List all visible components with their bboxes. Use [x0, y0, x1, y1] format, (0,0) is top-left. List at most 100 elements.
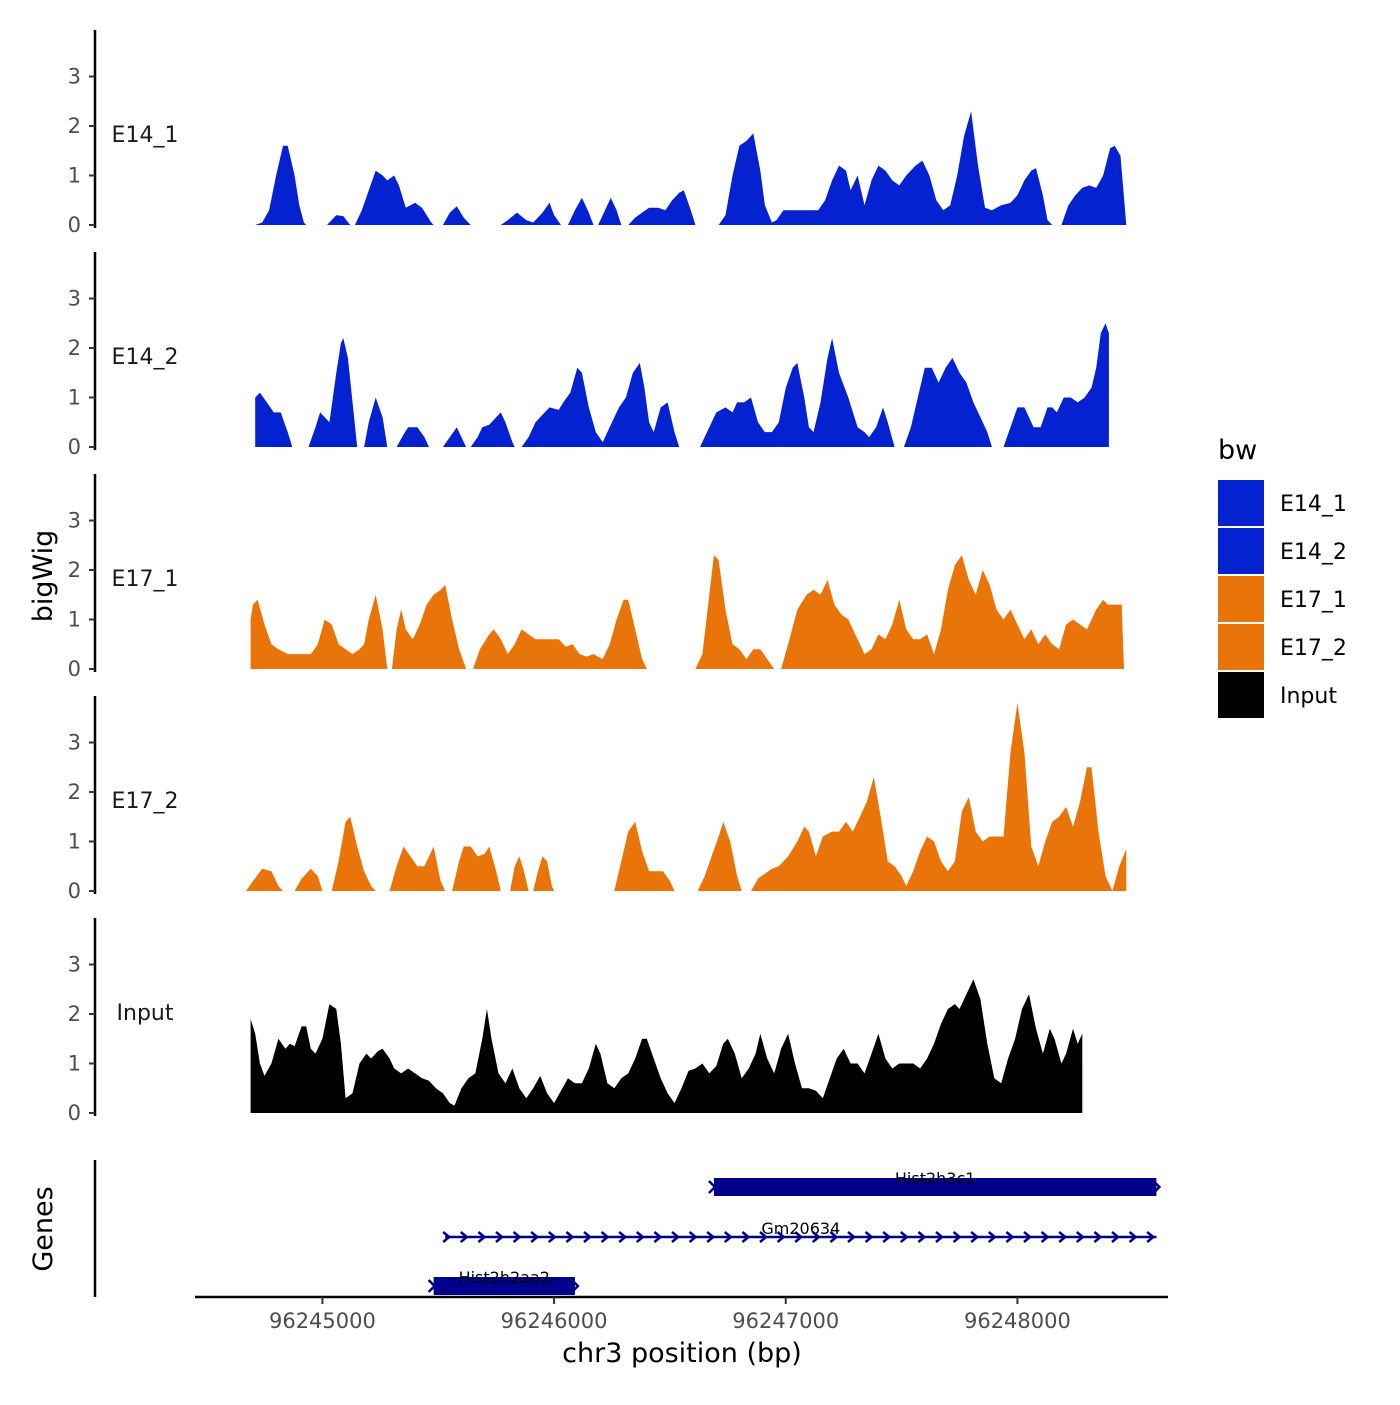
strand-arrow: [1111, 1231, 1120, 1243]
x-tick-label: 96246000: [501, 1309, 608, 1333]
legend-label: Input: [1280, 684, 1337, 709]
y-tick-label: 3: [68, 65, 81, 89]
strand-arrow: [811, 1231, 821, 1243]
y-tick-label: 2: [68, 1002, 81, 1026]
gene-gm20634: Gm20634: [442, 1219, 1157, 1243]
gene-body: [433, 1277, 575, 1295]
y-tick-label: 0: [68, 435, 81, 459]
strand-arrow: [635, 1231, 645, 1243]
coverage-area-e14-2: [255, 323, 1109, 447]
y-tick-label: 2: [68, 780, 81, 804]
legend-swatch: [1218, 672, 1264, 718]
legend-label: E17_2: [1280, 636, 1347, 661]
track-label: E14_1: [112, 123, 179, 148]
strand-arrow: [600, 1231, 610, 1243]
y-tick-label: 1: [68, 608, 81, 632]
strand-arrow: [1152, 1180, 1162, 1194]
legend-swatch: [1218, 624, 1264, 670]
y-tick-label: 0: [68, 879, 81, 903]
legend-label: E14_2: [1280, 540, 1347, 565]
gene-label: Gm20634: [761, 1219, 840, 1238]
strand-arrow: [459, 1231, 469, 1243]
genes-axis-title: Genes: [28, 1186, 59, 1271]
strand-arrow: [794, 1231, 804, 1243]
y-tick-label: 1: [68, 830, 81, 854]
strand-arrow: [1075, 1231, 1085, 1243]
strand-arrow: [571, 1279, 580, 1293]
strand-arrow: [952, 1231, 962, 1243]
strand-arrow: [723, 1231, 733, 1243]
track-label: Input: [117, 1001, 174, 1026]
strand-arrow: [477, 1231, 487, 1243]
strand-arrow: [1093, 1231, 1103, 1243]
gene-label: Hist2h3c1: [895, 1169, 976, 1188]
track-label: E14_2: [112, 345, 179, 370]
genes-panel: Hist2h3c1 Gm20634 Hist2h2aa2: [93, 1160, 1162, 1297]
strand-arrow: [653, 1231, 663, 1243]
x-axis-title: chr3 position (bp): [562, 1338, 802, 1369]
x-axis: 96245000 96246000 96247000 96248000: [195, 1295, 1168, 1333]
strand-arrow: [1040, 1231, 1050, 1243]
strand-arrow: [935, 1231, 944, 1243]
coverage-area-e17-1: [250, 555, 1125, 669]
strand-arrow: [899, 1231, 909, 1243]
x-tick-label: 96248000: [964, 1309, 1071, 1333]
strand-arrow: [688, 1231, 698, 1243]
strand-arrow: [671, 1231, 680, 1243]
y-axis-title: bigWig: [28, 530, 59, 623]
y-tick-label: 0: [68, 657, 81, 681]
y-tick-label: 3: [68, 953, 81, 977]
strand-arrow: [495, 1231, 504, 1243]
strand-arrow: [1128, 1231, 1138, 1243]
gene-hist2h3c1: Hist2h3c1: [708, 1169, 1162, 1196]
legend-swatch: [1218, 480, 1264, 526]
y-tick-label: 1: [68, 1052, 81, 1076]
y-tick-label: 3: [68, 731, 81, 755]
x-tick-label: 96245000: [269, 1309, 376, 1333]
coverage-area-input: [250, 979, 1083, 1113]
coverage-area-e17-2: [246, 702, 1127, 891]
strand-arrow: [708, 1180, 717, 1194]
strand-arrow: [530, 1231, 540, 1243]
strand-arrow: [864, 1231, 874, 1243]
strand-arrow: [1023, 1231, 1032, 1243]
coverage-area-e14-1: [255, 111, 1127, 225]
strand-arrow: [741, 1231, 751, 1243]
strand-arrow: [970, 1231, 980, 1243]
strand-arrow: [512, 1231, 522, 1243]
strand-arrow: [706, 1231, 716, 1243]
strand-arrow: [442, 1231, 452, 1243]
strand-arrow: [1058, 1231, 1068, 1243]
strand-arrow: [547, 1231, 557, 1243]
y-tick-label: 2: [68, 336, 81, 360]
legend-label: E17_1: [1280, 588, 1347, 613]
y-tick-label: 2: [68, 114, 81, 138]
track-label: E17_2: [112, 789, 179, 814]
strand-arrow: [565, 1231, 575, 1243]
track-e14-1: 0 1 2 3 E14_1: [68, 30, 1127, 237]
y-tick-label: 3: [68, 509, 81, 533]
strand-arrow: [847, 1231, 856, 1243]
y-tick-label: 3: [68, 287, 81, 311]
strand-arrow: [987, 1231, 997, 1243]
strand-arrow: [427, 1279, 437, 1293]
strand-arrow: [882, 1231, 892, 1243]
y-tick-label: 0: [68, 1101, 81, 1125]
strand-arrow: [1005, 1231, 1015, 1243]
gene-hist2h2aa2: Hist2h2aa2: [427, 1268, 580, 1295]
strand-arrow: [618, 1231, 628, 1243]
gene-label: Hist2h2aa2: [459, 1268, 550, 1287]
track-e14-2: 0 1 2 3 E14_2: [68, 252, 1109, 459]
legend-label: E14_1: [1280, 492, 1347, 517]
y-tick-label: 2: [68, 558, 81, 582]
x-tick-label: 96247000: [732, 1309, 839, 1333]
legend-title: bw: [1218, 435, 1257, 466]
legend: bw E14_1 E14_2 E17_1 E17_2 Input: [1218, 435, 1347, 718]
strand-arrow: [829, 1231, 839, 1243]
y-tick-label: 0: [68, 213, 81, 237]
strand-arrow: [759, 1231, 768, 1243]
strand-arrow: [776, 1231, 786, 1243]
tracks-layer: 0 1 2 3 E14_1 0 1 2 3 E14_2 0 1 2 3 E17_1 0 1 2 3 E17_2 0 1 2 3…: [68, 30, 1127, 1125]
